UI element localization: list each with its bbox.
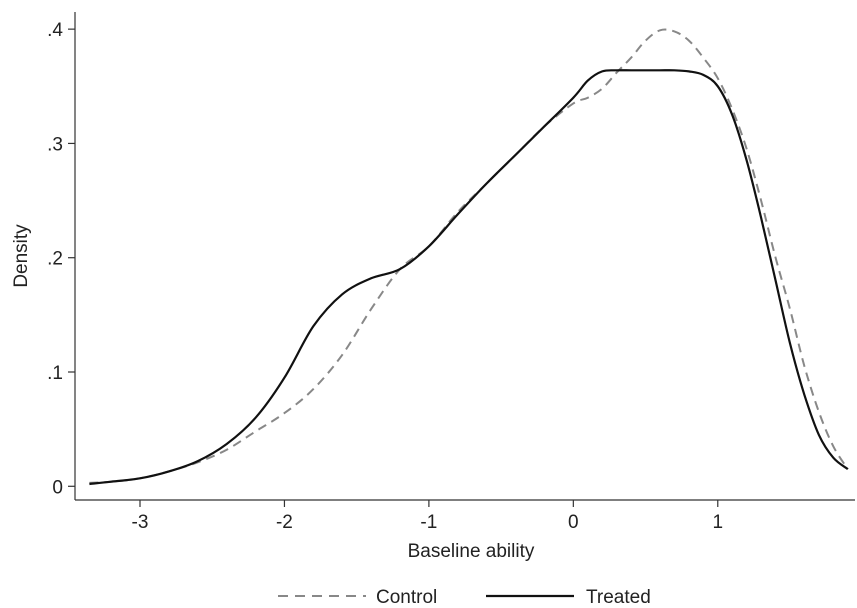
- y-tick-label: .2: [47, 249, 63, 270]
- y-axis-title: Density: [11, 224, 32, 288]
- series-lines: [89, 28, 849, 486]
- y-tick-label: 0: [52, 477, 63, 498]
- legend: Control Treated: [278, 587, 651, 608]
- y-tick-label: .3: [47, 134, 63, 155]
- x-tick-label: -2: [276, 512, 293, 533]
- x-axis-title: Baseline ability: [408, 541, 535, 562]
- x-tick-label: 1: [712, 512, 723, 533]
- tick-marks: -3-2-10120.1.2.3.4: [47, 20, 857, 533]
- axes: [74, 12, 855, 501]
- x-tick-label: -1: [420, 512, 437, 533]
- x-tick-label: 0: [568, 512, 579, 533]
- legend-item-treated: Treated: [486, 587, 651, 608]
- series-line-control: [89, 28, 849, 484]
- y-tick-label: .1: [47, 363, 63, 384]
- series-line-treated: [89, 69, 849, 486]
- legend-item-control: Control: [278, 587, 437, 608]
- legend-label-treated: Treated: [586, 587, 651, 608]
- x-tick-label: -3: [132, 512, 149, 533]
- legend-label-control: Control: [376, 587, 437, 608]
- y-tick-label: .4: [47, 20, 63, 41]
